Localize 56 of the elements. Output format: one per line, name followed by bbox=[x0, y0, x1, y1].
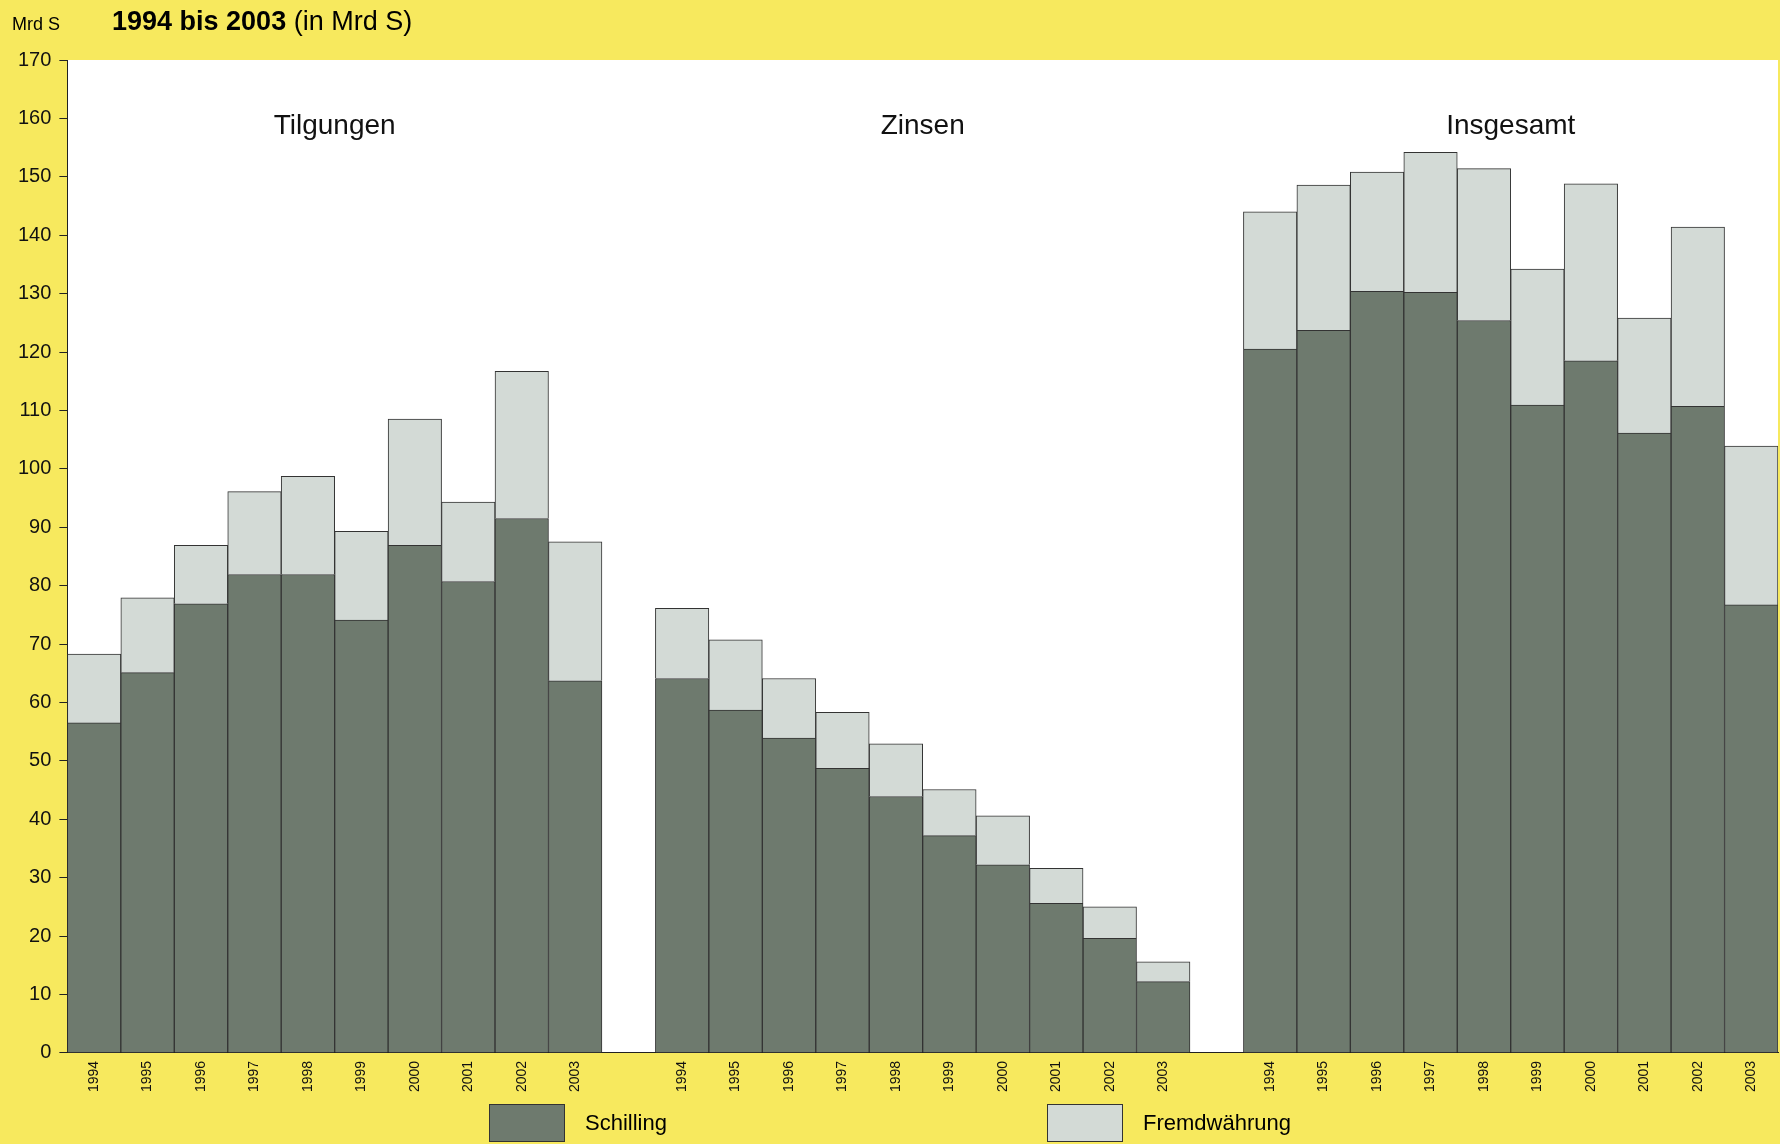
x-tick-label: 2003 bbox=[1742, 1060, 1759, 1093]
x-tick-label: 2003 bbox=[1154, 1060, 1171, 1093]
x-tick-label: 1996 bbox=[779, 1060, 796, 1093]
annotation: Tilgungen bbox=[273, 108, 396, 140]
legend-label: Fremdwährung bbox=[1142, 1110, 1291, 1136]
x-tick-label: 1994 bbox=[1261, 1060, 1278, 1093]
y-tick-label: 130 bbox=[17, 281, 52, 304]
y-tick-label: 150 bbox=[17, 164, 52, 187]
x-tick-label: 2001 bbox=[459, 1060, 476, 1093]
y-tick-label: 50 bbox=[29, 748, 52, 771]
x-tick-label: 1996 bbox=[1367, 1060, 1384, 1093]
x-tick-label: 1995 bbox=[138, 1060, 155, 1093]
y-tick-label: 80 bbox=[29, 573, 52, 596]
annotation: Zinsen bbox=[880, 108, 965, 140]
x-tick-label: 1995 bbox=[1314, 1060, 1331, 1093]
y-tick-label: 70 bbox=[29, 631, 52, 654]
y-tick-label: 20 bbox=[29, 923, 52, 946]
y-axis-title: Mrd S bbox=[12, 14, 61, 35]
y-tick-label: 160 bbox=[17, 105, 52, 128]
x-tick-label: 1998 bbox=[886, 1060, 903, 1093]
y-tick-label: 140 bbox=[17, 222, 52, 245]
x-tick-label: 1996 bbox=[191, 1060, 208, 1093]
x-tick-label: 1999 bbox=[940, 1060, 957, 1093]
x-tick-label: 2000 bbox=[1581, 1060, 1598, 1093]
x-tick-label: 1997 bbox=[833, 1060, 850, 1093]
x-tick-label: 1998 bbox=[298, 1060, 315, 1093]
y-tick-label: 100 bbox=[17, 456, 52, 479]
x-tick-label: 2003 bbox=[566, 1060, 583, 1093]
legend-label: Schilling bbox=[585, 1110, 667, 1136]
x-tick-label: 2001 bbox=[1635, 1060, 1652, 1093]
y-tick-label: 120 bbox=[17, 339, 52, 362]
y-tick-label: 60 bbox=[29, 689, 52, 712]
x-tick-label: 2002 bbox=[1688, 1060, 1705, 1093]
y-tick-label: 10 bbox=[29, 981, 52, 1004]
x-tick-label: 1994 bbox=[84, 1060, 101, 1093]
x-tick-label: 1994 bbox=[672, 1060, 689, 1093]
chart-title: 1994 bis 2003 bbox=[112, 6, 287, 36]
chart-subtitle: (in Mrd S) bbox=[293, 6, 413, 36]
x-tick-label: 2002 bbox=[512, 1060, 529, 1093]
y-tick-label: 170 bbox=[17, 47, 52, 70]
x-tick-label: 2001 bbox=[1047, 1060, 1064, 1093]
x-tick-label: 1998 bbox=[1474, 1060, 1491, 1093]
x-tick-label: 1995 bbox=[726, 1060, 743, 1093]
x-tick-label: 1999 bbox=[352, 1060, 369, 1093]
y-tick-label: 0 bbox=[40, 1040, 52, 1063]
y-tick-label: 40 bbox=[29, 806, 52, 829]
x-tick-label: 2002 bbox=[1100, 1060, 1117, 1093]
y-tick-label: 90 bbox=[29, 514, 52, 537]
x-tick-label: 2000 bbox=[405, 1060, 422, 1093]
y-tick-label: 30 bbox=[29, 865, 52, 888]
x-tick-label: 2000 bbox=[993, 1060, 1010, 1093]
x-tick-label: 1997 bbox=[1421, 1060, 1438, 1093]
y-tick-label: 110 bbox=[19, 397, 52, 420]
x-tick-label: 1997 bbox=[245, 1060, 262, 1093]
annotation: Insgesamt bbox=[1446, 108, 1576, 140]
x-tick-label: 1999 bbox=[1528, 1060, 1545, 1093]
